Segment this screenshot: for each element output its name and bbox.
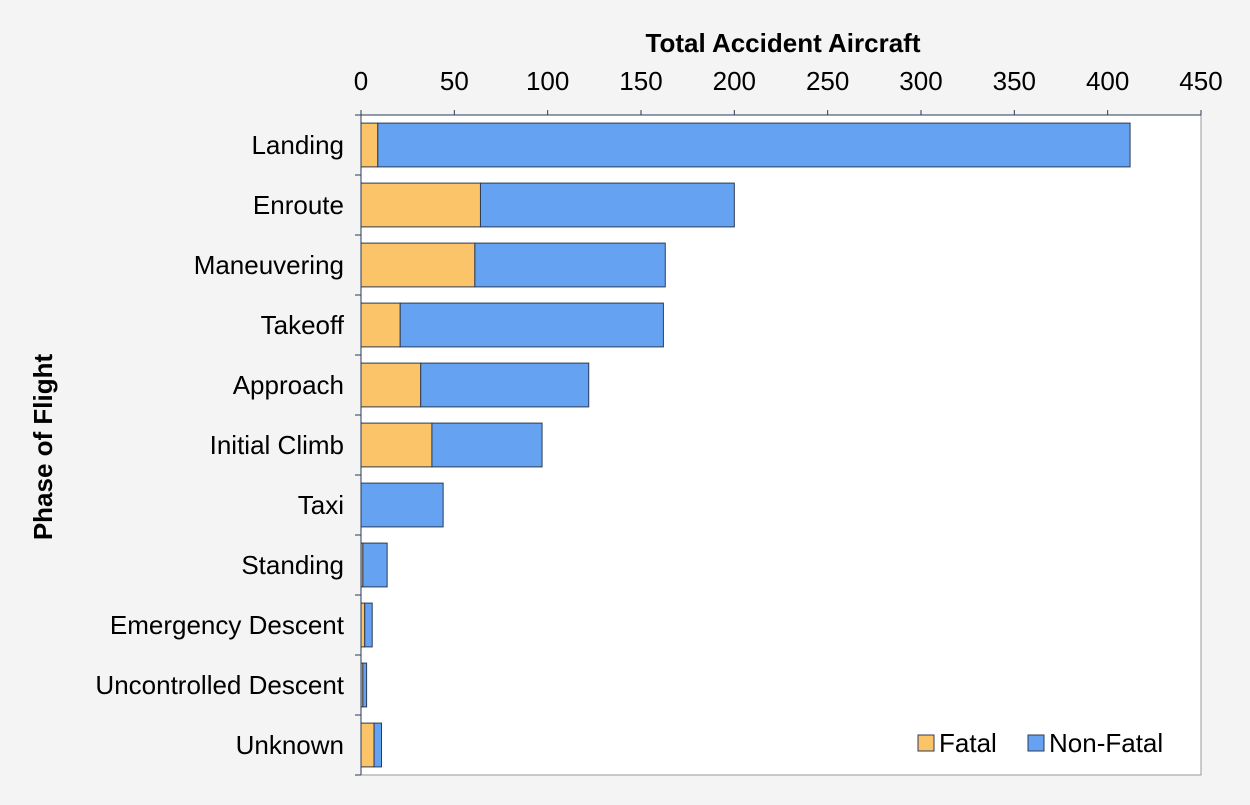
y-tick-label: Approach — [233, 370, 344, 400]
x-tick-label: 300 — [899, 66, 942, 96]
bar-fatal-10 — [360, 722, 375, 768]
bar-non-fatal-0 — [377, 122, 1131, 168]
x-tick-label: 250 — [806, 66, 849, 96]
x-tick-label: 0 — [354, 66, 368, 96]
bar-non-fatal-10 — [373, 722, 383, 768]
legend-swatch-non-fatal — [1027, 734, 1045, 752]
bar-non-fatal-2 — [474, 242, 666, 288]
y-tick-label: Uncontrolled Descent — [95, 670, 344, 700]
bar-non-fatal-5 — [431, 422, 543, 468]
y-tick-label: Maneuvering — [194, 250, 344, 280]
bar-non-fatal-3 — [399, 302, 664, 348]
bar-fatal-8 — [360, 602, 366, 648]
legend-label-non-fatal: Non-Fatal — [1049, 728, 1163, 758]
y-tick-label: Initial Climb — [210, 430, 344, 460]
y-tick-label: Standing — [241, 550, 344, 580]
y-tick-label: Landing — [251, 130, 344, 160]
y-tick-label: Enroute — [253, 190, 344, 220]
bar-fatal-3 — [360, 302, 401, 348]
bar-non-fatal-1 — [479, 182, 735, 228]
x-tick-label: 350 — [993, 66, 1036, 96]
bar-non-fatal-7 — [362, 542, 388, 588]
x-tick-label: 450 — [1179, 66, 1222, 96]
x-tick-label: 200 — [713, 66, 756, 96]
bar-fatal-4 — [360, 362, 422, 408]
x-axis-title: Total Accident Aircraft — [646, 28, 921, 58]
bar-fatal-0 — [360, 122, 379, 168]
x-tick-label: 100 — [526, 66, 569, 96]
bars-group — [360, 122, 1131, 768]
y-tick-label: Takeoff — [261, 310, 345, 340]
bar-non-fatal-6 — [360, 482, 444, 528]
bar-non-fatal-9 — [362, 662, 368, 708]
y-axis-title: Phase of Flight — [28, 353, 58, 540]
axes-group: Landing Enroute Maneuvering Takeoff Approach… — [95, 66, 1223, 776]
x-tick-label: 150 — [619, 66, 662, 96]
bar-non-fatal-4 — [420, 362, 590, 408]
bar-fatal-5 — [360, 422, 433, 468]
legend-label-fatal: Fatal — [939, 728, 997, 758]
y-tick-label: Unknown — [236, 730, 344, 760]
x-tick-label: 50 — [440, 66, 469, 96]
y-tick-label: Emergency Descent — [110, 610, 345, 640]
y-tick-label: Taxi — [298, 490, 344, 520]
bar-fatal-1 — [360, 182, 481, 228]
legend-swatch-fatal — [917, 734, 935, 752]
bar-fatal-2 — [360, 242, 476, 288]
legend: Fatal Non-Fatal — [917, 728, 1163, 758]
bar-non-fatal-8 — [364, 602, 373, 648]
x-tick-label: 400 — [1086, 66, 1129, 96]
